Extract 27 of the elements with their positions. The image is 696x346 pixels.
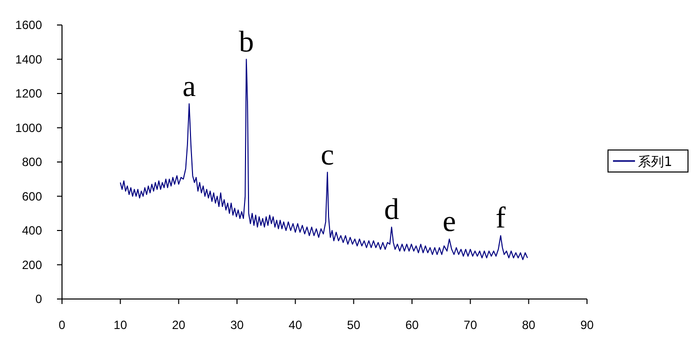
y-tick-label: 0 (35, 292, 42, 306)
y-tick-label: 1600 (15, 18, 42, 32)
annotation: c (320, 138, 334, 172)
x-tick-label: 20 (172, 318, 186, 332)
x-tick-label: 60 (405, 318, 419, 332)
annotation: b (238, 25, 254, 58)
x-tick-label: 0 (58, 318, 66, 332)
x-tick-label: 70 (464, 318, 478, 332)
y-tick-label: 1400 (15, 52, 42, 66)
y-tick-label: 400 (22, 224, 42, 238)
x-tick-label: 40 (288, 318, 302, 332)
line-series (120, 58, 528, 260)
x-tick-label: 50 (346, 318, 361, 332)
x-tick-label: 30 (230, 318, 244, 332)
y-tick-label: 200 (22, 258, 42, 272)
y-tick-label: 1200 (15, 86, 42, 100)
legend-label: 系列1 (638, 155, 672, 170)
annotation: f (496, 202, 506, 235)
annotation: e (442, 205, 456, 238)
annotation: d (384, 193, 400, 226)
x-tick-label: 90 (580, 318, 594, 332)
y-tick-label: 1000 (15, 120, 42, 135)
annotation: a (182, 70, 196, 103)
y-tick-label: 600 (22, 189, 42, 204)
y-tick-label: 800 (22, 155, 42, 169)
x-tick-label: 80 (522, 318, 536, 332)
x-tick-label: 10 (114, 318, 128, 332)
